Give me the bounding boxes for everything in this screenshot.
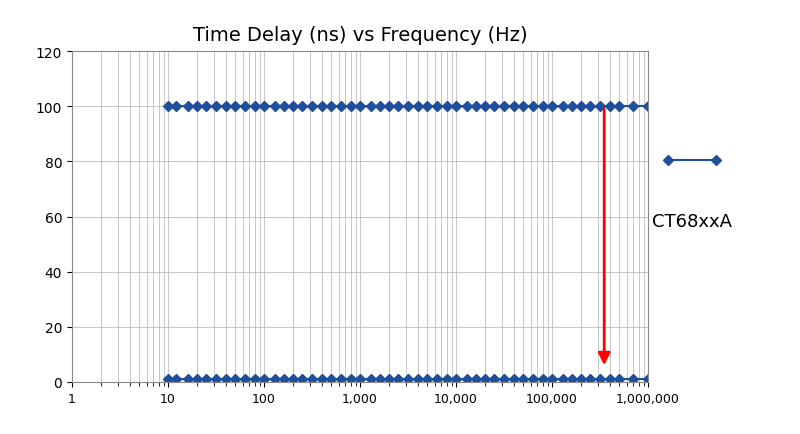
Title: Time Delay (ns) vs Frequency (Hz): Time Delay (ns) vs Frequency (Hz) [193, 26, 527, 45]
Text: CT68xxA: CT68xxA [652, 212, 732, 230]
